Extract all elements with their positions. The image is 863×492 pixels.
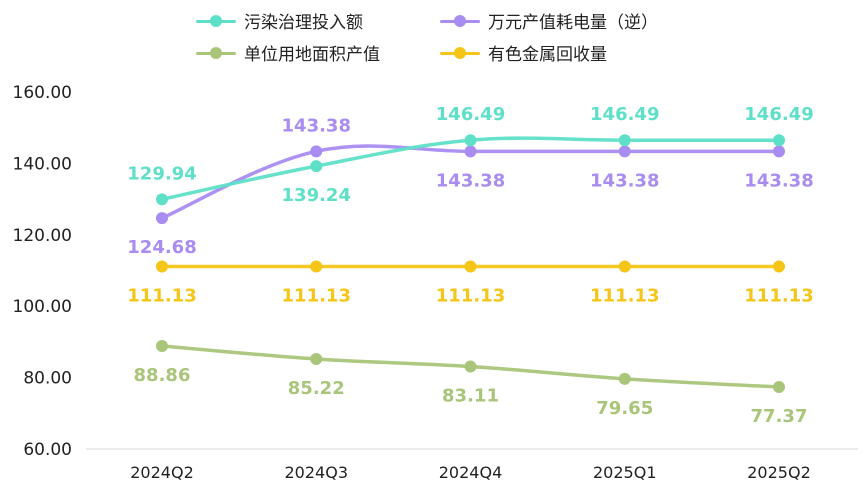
y-tick-label: 60.00 xyxy=(23,440,72,460)
data-label: 143.38 xyxy=(744,170,813,191)
legend-swatch xyxy=(440,45,480,61)
data-label: 88.86 xyxy=(134,365,191,386)
x-tick-label: 2024Q3 xyxy=(285,463,349,482)
data-point xyxy=(773,145,785,158)
legend-item-metal-recycling[interactable]: 有色金属回收量 xyxy=(440,40,607,65)
legend-swatch xyxy=(196,13,236,29)
x-tick-label: 2024Q4 xyxy=(439,463,503,482)
data-point xyxy=(464,260,477,273)
data-label: 139.24 xyxy=(282,185,351,206)
data-point xyxy=(310,145,323,158)
legend-label: 污染治理投入额 xyxy=(244,13,363,33)
y-tick-label: 120.00 xyxy=(13,226,72,246)
data-label: 143.38 xyxy=(282,115,351,136)
y-tick-label: 100.00 xyxy=(13,297,72,317)
legend-item-land-output[interactable]: 单位用地面积产值 xyxy=(196,40,380,65)
data-point xyxy=(464,360,477,373)
data-label: 111.13 xyxy=(436,285,505,306)
legend-label: 万元产值耗电量（逆） xyxy=(488,13,658,33)
data-label: 85.22 xyxy=(288,378,345,399)
data-label: 143.38 xyxy=(590,170,659,191)
legend-item-power-consumption[interactable]: 万元产值耗电量（逆） xyxy=(440,8,658,33)
data-point xyxy=(618,372,631,385)
data-point xyxy=(156,339,168,352)
data-point xyxy=(618,134,631,147)
data-point xyxy=(773,134,785,147)
data-label: 146.49 xyxy=(590,104,659,125)
data-point xyxy=(156,260,168,273)
legend: 污染治理投入额 万元产值耗电量（逆） 单位用地面积产值 有色金属回收量 xyxy=(0,0,863,70)
legend-label: 单位用地面积产值 xyxy=(244,45,380,65)
legend-swatch xyxy=(440,13,480,29)
legend-item-pollution-investment[interactable]: 污染治理投入额 xyxy=(196,8,363,33)
data-point xyxy=(156,212,168,225)
data-label: 146.49 xyxy=(436,104,505,125)
y-tick-label: 160.00 xyxy=(13,83,72,103)
y-tick-label: 140.00 xyxy=(13,154,72,174)
data-label: 143.38 xyxy=(436,170,505,191)
x-tick-label: 2025Q1 xyxy=(593,463,657,482)
data-point xyxy=(618,145,631,158)
data-point xyxy=(773,380,785,393)
data-point xyxy=(464,134,477,147)
data-label: 111.13 xyxy=(282,285,351,306)
legend-swatch xyxy=(196,45,236,61)
data-label: 83.11 xyxy=(442,385,499,406)
y-tick-label: 80.00 xyxy=(23,369,72,389)
data-label: 111.13 xyxy=(127,285,196,306)
data-point xyxy=(156,193,168,206)
data-label: 124.68 xyxy=(127,237,196,258)
data-label: 111.13 xyxy=(590,285,659,306)
data-point xyxy=(310,260,323,273)
legend-label: 有色金属回收量 xyxy=(488,45,607,65)
data-point xyxy=(310,160,323,173)
data-label: 77.37 xyxy=(751,406,808,427)
data-point xyxy=(618,260,631,273)
data-label: 111.13 xyxy=(744,285,813,306)
data-point xyxy=(773,260,785,273)
data-point xyxy=(464,145,477,158)
x-tick-label: 2025Q2 xyxy=(747,463,811,482)
data-label: 129.94 xyxy=(127,163,196,184)
x-tick-label: 2024Q2 xyxy=(130,463,194,482)
data-label: 79.65 xyxy=(596,398,653,419)
data-point xyxy=(310,352,323,365)
data-label: 146.49 xyxy=(744,104,813,125)
